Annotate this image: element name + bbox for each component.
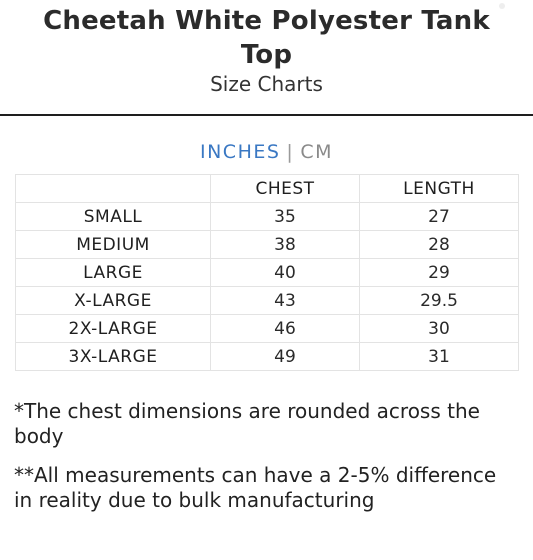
chest-value: 38 bbox=[210, 230, 360, 259]
chest-value: 46 bbox=[210, 314, 360, 343]
table-header-row: CHEST LENGTH bbox=[15, 174, 519, 203]
size-label: X-LARGE bbox=[15, 286, 211, 315]
size-label: SMALL bbox=[15, 202, 211, 231]
size-label: 2X-LARGE bbox=[15, 314, 211, 343]
length-value: 28 bbox=[359, 230, 519, 259]
chart-header: Cheetah White Polyester Tank Top Size Ch… bbox=[0, 4, 533, 96]
unit-cm-tab[interactable]: CM bbox=[300, 141, 333, 163]
column-header-size bbox=[15, 174, 211, 203]
size-label: 3X-LARGE bbox=[15, 342, 211, 371]
length-value: 30 bbox=[359, 314, 519, 343]
table-row: SMALL 35 27 bbox=[15, 202, 519, 231]
length-value: 27 bbox=[359, 202, 519, 231]
table-row: 2X-LARGE 46 30 bbox=[15, 314, 519, 343]
unit-toggle: INCHES | CM bbox=[0, 141, 533, 163]
size-label: MEDIUM bbox=[15, 230, 211, 259]
chest-value: 40 bbox=[210, 258, 360, 287]
table-row: X-LARGE 43 29.5 bbox=[15, 286, 519, 315]
note-chest-rounding: *The chest dimensions are rounded across… bbox=[14, 399, 480, 448]
chest-value: 35 bbox=[210, 202, 360, 231]
table-row: MEDIUM 38 28 bbox=[15, 230, 519, 259]
length-value: 29 bbox=[359, 258, 519, 287]
length-value: 31 bbox=[359, 342, 519, 371]
size-table: CHEST LENGTH SMALL 35 27 MEDIUM 38 28 LA… bbox=[15, 174, 519, 371]
column-header-chest: CHEST bbox=[210, 174, 360, 203]
size-notes: *The chest dimensions are rounded across… bbox=[14, 399, 519, 527]
note-measurement-variance: **All measurements can have a 2-5% diffe… bbox=[14, 463, 497, 512]
page-title: Cheetah White Polyester Tank Top bbox=[43, 6, 490, 70]
table-row: 3X-LARGE 49 31 bbox=[15, 342, 519, 371]
page-subtitle: Size Charts bbox=[210, 72, 323, 96]
chest-value: 43 bbox=[210, 286, 360, 315]
chest-value: 49 bbox=[210, 342, 360, 371]
header-divider bbox=[0, 114, 533, 116]
size-label: LARGE bbox=[15, 258, 211, 287]
table-row: LARGE 40 29 bbox=[15, 258, 519, 287]
length-value: 29.5 bbox=[359, 286, 519, 315]
unit-inches-tab[interactable]: INCHES bbox=[199, 141, 281, 163]
unit-separator: | bbox=[286, 141, 295, 163]
corner-mark bbox=[499, 3, 505, 9]
column-header-length: LENGTH bbox=[359, 174, 519, 203]
